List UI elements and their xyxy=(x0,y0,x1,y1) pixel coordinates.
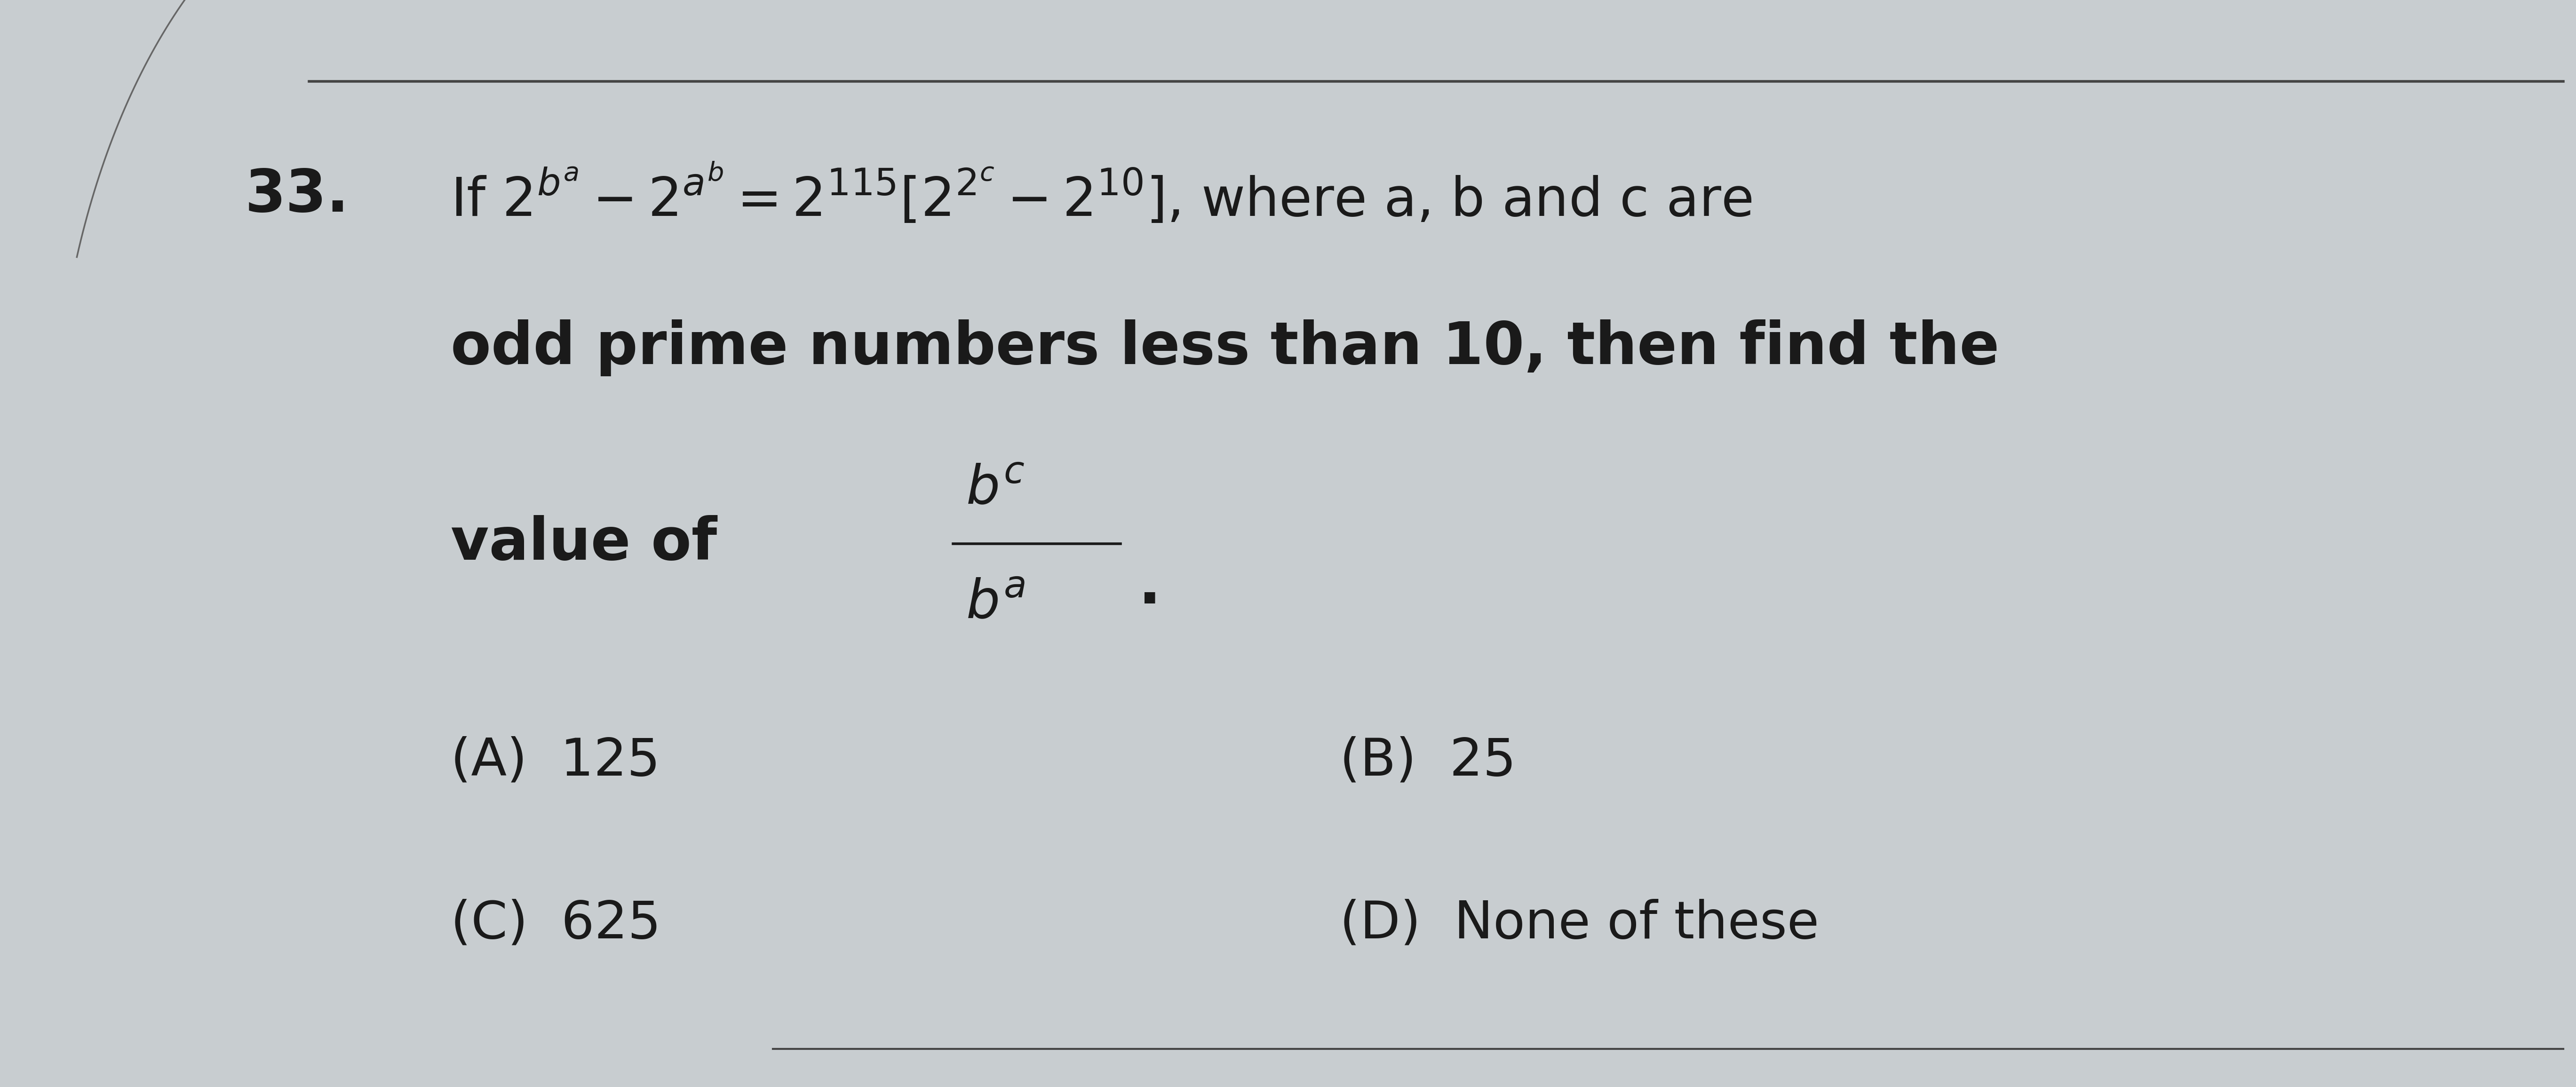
Text: $b^{a}$: $b^{a}$ xyxy=(966,577,1025,629)
Text: (D)  None of these: (D) None of these xyxy=(1340,899,1819,949)
Text: value of: value of xyxy=(451,515,716,572)
Text: If $2^{b^{a}}-2^{a^{b}}=2^{115}\left[2^{2^{c}}-2^{10}\right]$, where a, b and c : If $2^{b^{a}}-2^{a^{b}}=2^{115}\left[2^{… xyxy=(451,163,1752,228)
Text: $b^{c}$: $b^{c}$ xyxy=(966,463,1025,515)
Text: (A)  125: (A) 125 xyxy=(451,736,659,786)
Text: (C)  625: (C) 625 xyxy=(451,899,662,949)
Text: 33.: 33. xyxy=(245,167,348,224)
Text: (B)  25: (B) 25 xyxy=(1340,736,1515,786)
Text: .: . xyxy=(1139,558,1162,616)
Text: odd prime numbers less than 10, then find the: odd prime numbers less than 10, then fin… xyxy=(451,320,1999,376)
